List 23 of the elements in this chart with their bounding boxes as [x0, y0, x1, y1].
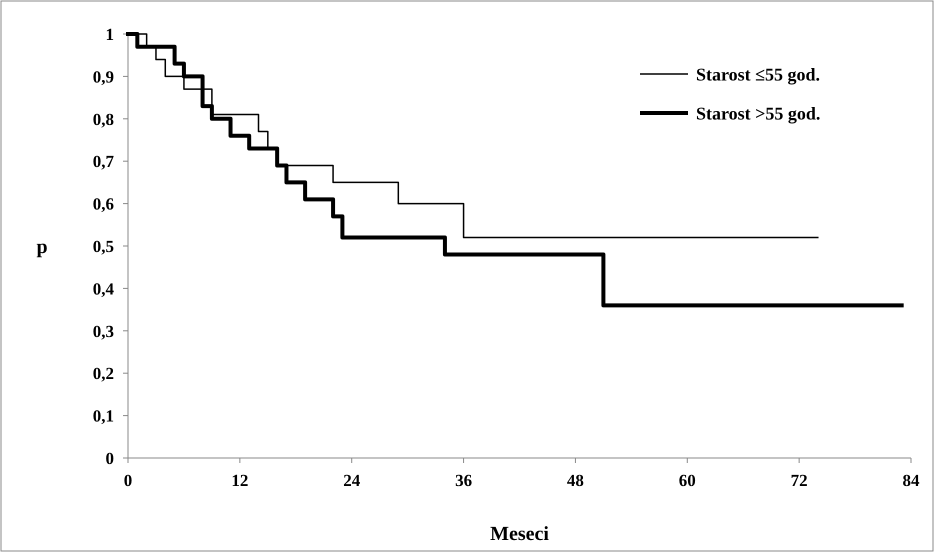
- y-axis-title: p: [36, 236, 48, 258]
- y-tick-label: 0,4: [92, 279, 114, 298]
- x-tick-label: 12: [231, 471, 248, 490]
- y-tick-label: 0,3: [92, 322, 114, 341]
- y-tick-label: 0,9: [92, 67, 114, 86]
- y-tick-label: 0,6: [92, 194, 114, 214]
- x-tick-label: 24: [343, 471, 361, 490]
- y-tick-label: 0,2: [92, 364, 114, 384]
- x-tick-label: 48: [566, 471, 584, 490]
- x-tick-label: 84: [902, 471, 920, 490]
- x-tick-label: 36: [455, 471, 472, 490]
- y-tick-label: 0,5: [92, 236, 114, 256]
- y-tick-label: 0,8: [92, 110, 114, 129]
- x-axis-title: Meseci: [490, 523, 550, 545]
- y-tick-label: 1: [106, 24, 114, 44]
- y-tick-label: 0,1: [92, 406, 114, 426]
- legend-label: Starost ≤55 god.: [696, 64, 820, 84]
- x-tick-label: 0: [124, 471, 132, 490]
- legend-label: Starost >55 god.: [696, 103, 820, 124]
- x-tick-label: 60: [678, 471, 696, 490]
- y-tick-label: 0,7: [92, 152, 114, 172]
- y-tick-label: 0: [106, 448, 114, 468]
- x-tick-label: 72: [790, 471, 808, 490]
